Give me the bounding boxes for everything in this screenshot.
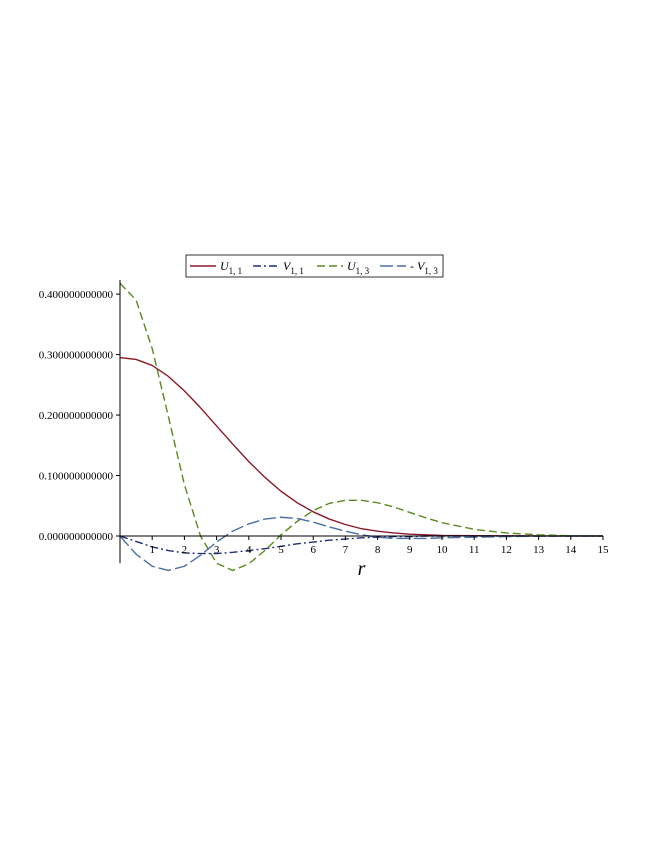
y-tick-label: 0.400000000000: [39, 289, 114, 301]
x-tick-label: 6: [310, 544, 316, 556]
y-tick-label: 0.200000000000: [39, 410, 114, 422]
series-line-3: [119, 282, 604, 572]
legend-box: [185, 254, 444, 278]
x-tick-label: 12: [501, 544, 512, 556]
legend: U1, 1 V1, 1 U1, 3 - V1, 3: [185, 254, 444, 278]
x-tick-label: 4: [246, 544, 252, 556]
x-tick-label: 11: [469, 544, 480, 556]
x-tick-label: 7: [343, 544, 349, 556]
series-line-2: [119, 535, 603, 555]
x-tick-label: 15: [598, 544, 610, 556]
x-tick-label: 1: [149, 544, 155, 556]
x-tick-label: 10: [437, 544, 449, 556]
axes: [119, 280, 603, 564]
series-line-4: [119, 516, 603, 572]
x-tick-label: 9: [407, 544, 413, 556]
legend-label-3: U1, 3: [347, 259, 370, 276]
x-tick-label: 8: [375, 544, 381, 556]
tick-labels: 1 2 3 4 5 6 7 8 9 10 11 12 13 14 150.0000000000000.100…: [39, 289, 609, 556]
y-tick-label: 0.100000000000: [39, 471, 114, 483]
x-tick-label: 14: [565, 544, 577, 556]
y-tick-label: 0.300000000000: [39, 350, 114, 362]
x-tick-label: 5: [278, 544, 284, 556]
legend-label-2: V1, 1: [283, 259, 304, 276]
x-tick-label: 3: [214, 544, 220, 556]
y-tick-label: 0.000000000000: [39, 531, 114, 543]
x-tick-label: 13: [533, 544, 545, 556]
series-lines: [119, 282, 604, 572]
legend-label-1: U1, 1: [220, 259, 242, 276]
legend-label-4: - V1, 3: [410, 259, 438, 276]
x-axis-title: r: [358, 558, 366, 580]
x-tick-label: 2: [182, 544, 188, 556]
